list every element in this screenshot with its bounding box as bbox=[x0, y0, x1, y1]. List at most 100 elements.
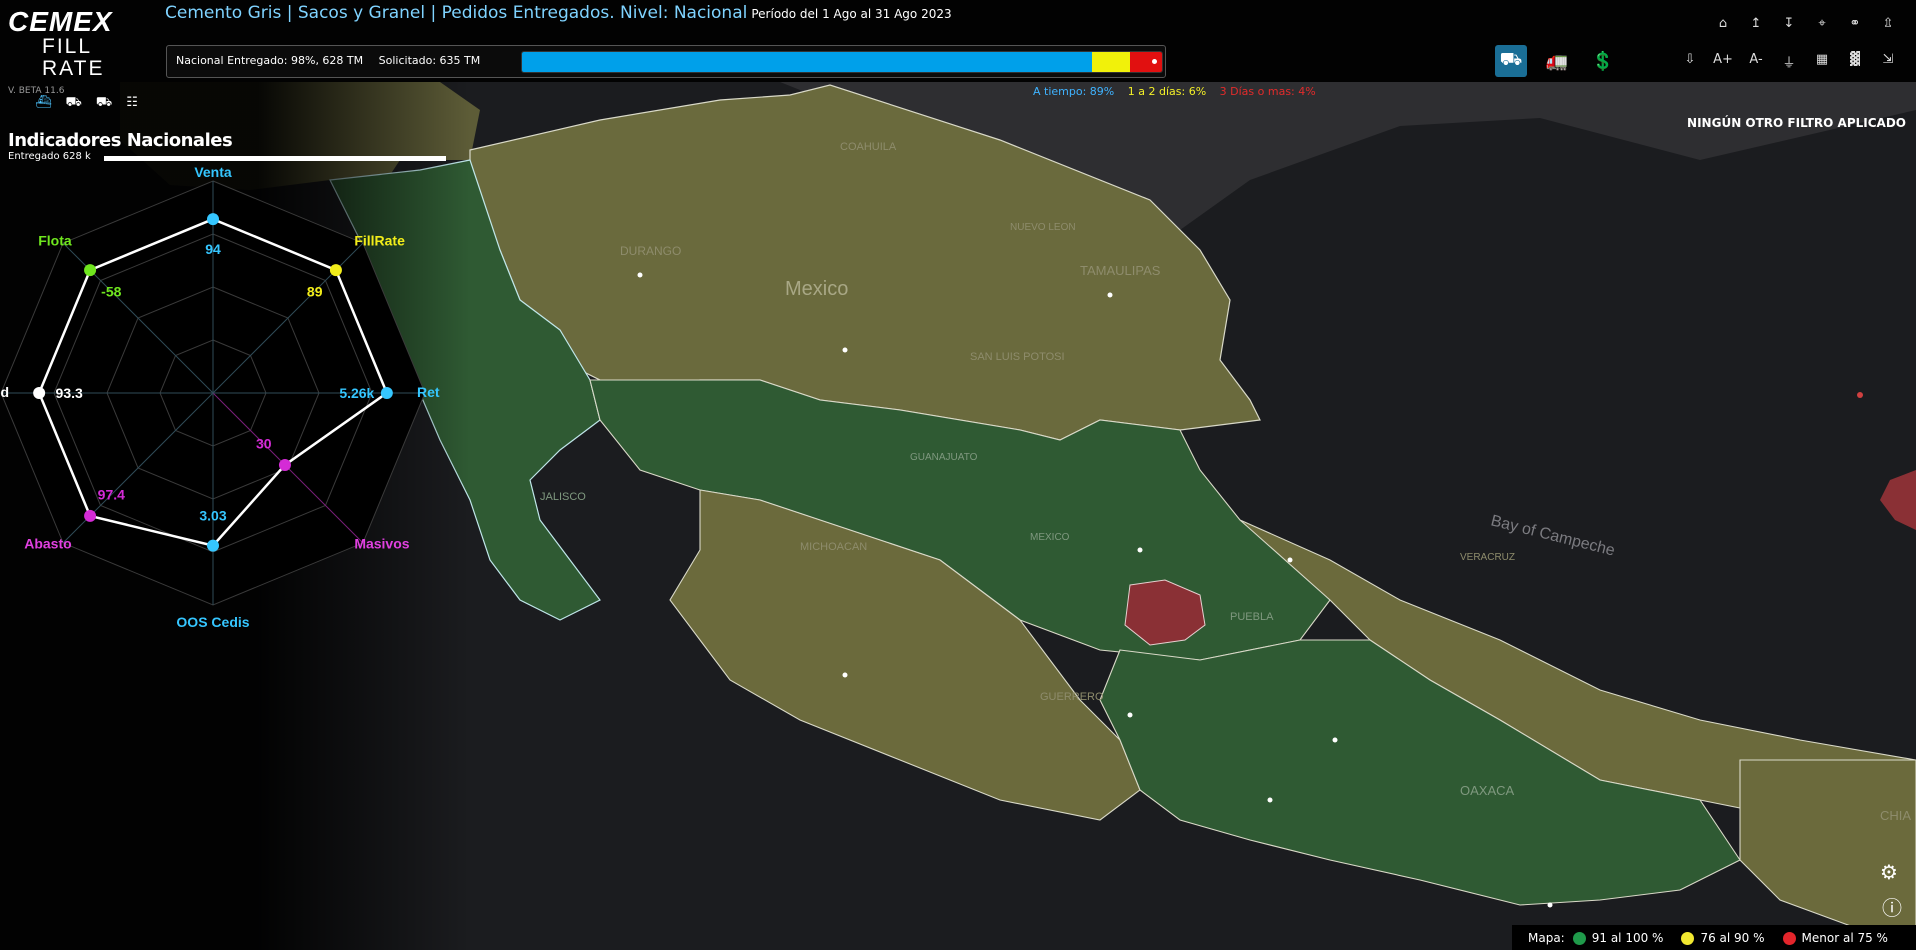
legend-swatch bbox=[1681, 931, 1695, 945]
indicators-subtitle: Entregado 628 k bbox=[8, 151, 91, 162]
map-region-red-morelos bbox=[1124, 579, 1206, 646]
share-icon[interactable]: ⇲ bbox=[1882, 52, 1894, 67]
radar-value-label: 3.03 bbox=[199, 508, 226, 524]
map-legend-label: Mapa: bbox=[1528, 930, 1565, 945]
bar-chart-icon[interactable]: ▓ bbox=[1850, 52, 1860, 67]
map-city-dot bbox=[1547, 902, 1553, 908]
map-city-dot bbox=[637, 272, 643, 278]
compare-icon[interactable]: ⚭ bbox=[1849, 16, 1861, 31]
map-city-dot bbox=[1107, 292, 1113, 298]
radar-point-flota[interactable] bbox=[84, 264, 97, 277]
map-city-dot bbox=[1137, 547, 1143, 553]
truck-scoreboard-icon[interactable]: ⛟ bbox=[1495, 45, 1527, 77]
legend-text: Menor al 75 % bbox=[1801, 930, 1888, 945]
radar-point-oos-cedis[interactable] bbox=[207, 539, 219, 552]
map-label-veracruz: VERACRUZ bbox=[1460, 552, 1515, 563]
radar-axis-label: Masivos bbox=[354, 535, 409, 551]
map-label-tamaulipas: TAMAULIPAS bbox=[1080, 263, 1161, 278]
radar-axis-label: Retrasados bbox=[417, 384, 440, 400]
map-pin-add-icon[interactable]: ⌖ bbox=[1818, 16, 1826, 31]
requested-text: Solicitado: 635 TM bbox=[378, 54, 481, 67]
app-version: V. BETA 11.6 bbox=[8, 86, 65, 96]
export-down-icon[interactable]: ↧ bbox=[1783, 16, 1795, 31]
radar-value-label: 5.26k bbox=[339, 385, 374, 401]
radar-chart: 94 Venta 89 FillRate 5.26k Retrasados 30 Masivo… bbox=[0, 164, 440, 630]
cement-truck-icon[interactable]: 🚛 bbox=[1545, 50, 1569, 72]
export-up-icon[interactable]: ↥ bbox=[1750, 16, 1762, 31]
map-legend: Mapa: 91 al 100 % 76 al 90 % Menor al 75 % bbox=[1512, 925, 1916, 950]
radar-point-prod[interactable] bbox=[33, 387, 46, 399]
clipboard-settings-icon[interactable]: ☷ bbox=[126, 95, 138, 110]
top-bar: CEMEX FILL RATE V. BETA 11.6 Cemento Gri… bbox=[0, 0, 1916, 96]
timing-legend: A tiempo: 89% 1 a 2 días: 6% 3 Días o ma… bbox=[1033, 85, 1326, 98]
brand-subtitle: FILL RATE bbox=[42, 35, 105, 80]
map-label-michoacan: MICHOACAN bbox=[800, 541, 867, 553]
map-label-oaxaca: OAXACA bbox=[1460, 783, 1515, 798]
legend-swatch bbox=[1782, 931, 1796, 945]
page-title: Cemento Gris | Sacos y Granel | Pedidos … bbox=[165, 3, 952, 23]
indicators-header: Indicadores Nacionales Entregado 628 k bbox=[8, 130, 233, 162]
radar-point-retrasados[interactable] bbox=[380, 387, 393, 399]
toolbar-row-1: ⌂ ↥ ↧ ⌖ ⚭ ⇫ bbox=[1713, 16, 1898, 31]
sort-down-icon[interactable]: ⇩ bbox=[1684, 52, 1696, 67]
legend-text: 76 al 90 % bbox=[1700, 930, 1765, 945]
national-delivered-text: Nacional Entregado: 98%, 628 TM bbox=[176, 54, 364, 67]
table-icon[interactable]: ▦ bbox=[1815, 52, 1829, 67]
map-label-slp: SAN LUIS POTOSI bbox=[970, 351, 1065, 363]
trucks-icon[interactable]: ⛟ bbox=[65, 95, 82, 110]
radar-axis-label: Venta bbox=[194, 164, 232, 180]
map-label-guerrero: GUERRERO bbox=[1040, 691, 1104, 703]
filter-status: NINGÚN OTRO FILTRO APLICADO bbox=[1687, 116, 1906, 130]
font-increase-icon[interactable]: A+ bbox=[1713, 52, 1733, 67]
map-island-dot bbox=[1857, 392, 1863, 398]
radar-point-masivos[interactable] bbox=[278, 458, 291, 471]
map-region-red-east bbox=[1880, 470, 1916, 530]
delivery-progress-bar bbox=[521, 51, 1163, 73]
app-logo: CEMEX FILL RATE V. BETA 11.6 bbox=[8, 6, 156, 97]
map-legend-item: Menor al 75 % bbox=[1782, 930, 1888, 945]
ship-up-icon[interactable]: ⛴ bbox=[35, 95, 52, 110]
invoice-dollar-icon[interactable]: 💲 bbox=[1591, 50, 1615, 72]
radar-axis-label: FillRate bbox=[354, 233, 405, 249]
radar-axis-label: OOS Cedis bbox=[176, 614, 249, 630]
bar-segment bbox=[1091, 52, 1130, 72]
radar-point-abasto[interactable] bbox=[84, 509, 97, 522]
map-label-guanajuato: GUANAJUATO bbox=[910, 452, 978, 463]
radar-point-fillrate[interactable] bbox=[329, 264, 342, 277]
map-region-green-south bbox=[1099, 639, 1741, 906]
legend-three-plus-days: 3 Días o mas: 4% bbox=[1219, 85, 1316, 98]
home-icon[interactable]: ⌂ bbox=[1718, 16, 1728, 31]
map-us-land bbox=[440, 82, 1916, 230]
map-label-estado-mexico: MEXICO bbox=[1030, 532, 1070, 543]
radar-point-venta[interactable] bbox=[207, 213, 219, 226]
map-label-jalisco: JALISCO bbox=[540, 491, 586, 503]
map-label-durango: DURANGO bbox=[620, 244, 681, 258]
map-label-mexico: Mexico bbox=[785, 278, 848, 300]
map-city-dot bbox=[842, 347, 848, 353]
map-city-dot bbox=[1267, 797, 1273, 803]
radar-axis-label: Flota bbox=[38, 233, 72, 249]
view-switcher: ⛟ 🚛 💲 bbox=[1495, 45, 1619, 77]
gear-icon[interactable]: ⚙ bbox=[1880, 860, 1898, 884]
map-city-dot bbox=[1332, 737, 1338, 743]
map-legend-item: 91 al 100 % bbox=[1572, 931, 1663, 945]
font-decrease-icon[interactable]: A- bbox=[1749, 52, 1763, 67]
info-icon[interactable]: ⓘ bbox=[1882, 896, 1902, 920]
map-city-dot bbox=[1287, 557, 1293, 563]
plug-icon[interactable]: ⏚ bbox=[1782, 56, 1796, 71]
radar-value-label: 97.4 bbox=[98, 487, 125, 503]
map-label-nuevo-leon: NUEVO LEON bbox=[1010, 222, 1076, 233]
left-toolbar: ⛴ ⛟ ⛟ ☷ bbox=[35, 95, 138, 112]
radar-value-label: 93.3 bbox=[56, 385, 83, 401]
delivery-status-box: Nacional Entregado: 98%, 628 TM Solicita… bbox=[166, 45, 1166, 78]
legend-on-time: A tiempo: 89% bbox=[1033, 85, 1115, 98]
bar-end-dot bbox=[1152, 59, 1157, 64]
filter-up-icon[interactable]: ⇫ bbox=[1882, 16, 1894, 31]
brand-text: CEMEX bbox=[8, 6, 113, 37]
radar-value-label: 30 bbox=[256, 436, 272, 452]
bar-segment bbox=[1129, 52, 1162, 72]
period-text: Período del 1 Ago al 31 Ago 2023 bbox=[751, 7, 952, 21]
truck-add-icon[interactable]: ⛟ bbox=[95, 95, 113, 110]
map-label-chiapas: CHIA bbox=[1880, 808, 1911, 823]
radar-value-label: 94 bbox=[205, 241, 221, 257]
